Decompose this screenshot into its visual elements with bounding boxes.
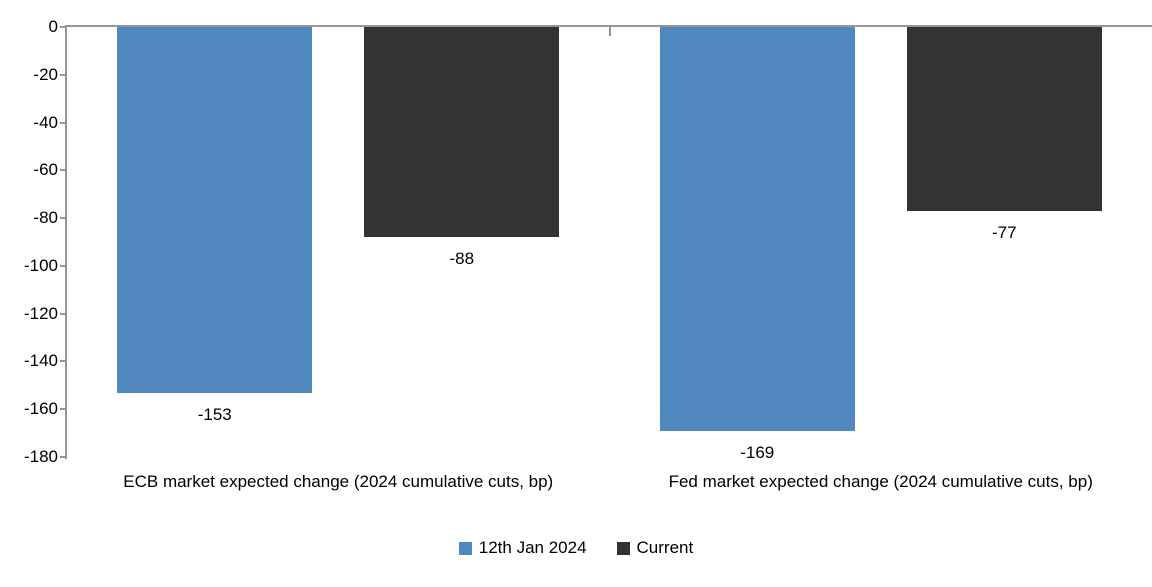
y-tick-mark: [60, 312, 67, 315]
y-tick-mark: [60, 408, 67, 411]
category-label: Fed market expected change (2024 cumulat…: [668, 472, 1093, 491]
bar-12th-jan-2024: [659, 27, 855, 431]
legend: 12th Jan 2024 Current: [0, 538, 1152, 558]
y-tick-label: -100: [23, 255, 58, 275]
y-tick-label: -20: [33, 64, 58, 84]
y-tick-label: -80: [33, 208, 58, 228]
y-tick-label: 0: [48, 17, 58, 36]
bar-12th-jan-2024: [117, 27, 313, 393]
bar-value-label: -77: [991, 222, 1017, 242]
legend-item: 12th Jan 2024: [458, 538, 587, 558]
legend-label: Current: [636, 538, 694, 557]
bar-current: [906, 27, 1102, 211]
legend-label: 12th Jan 2024: [478, 538, 587, 557]
y-tick-mark: [60, 121, 67, 124]
y-tick-mark: [60, 73, 67, 76]
y-tick-label: -120: [23, 303, 58, 323]
legend-swatch: [616, 541, 630, 555]
y-tick-label: -160: [23, 399, 58, 419]
bar-current: [364, 27, 560, 238]
y-tick-mark: [60, 169, 67, 172]
category-label: ECB market expected change (2024 cumulat…: [123, 472, 554, 491]
y-tick-mark: [60, 360, 67, 363]
y-tick-label: -60: [33, 160, 58, 180]
y-tick-mark: [60, 456, 67, 458]
bar-value-label: -153: [197, 404, 232, 424]
y-tick-label: -40: [33, 112, 58, 132]
legend-item: Current: [616, 538, 694, 558]
y-tick-mark: [60, 26, 67, 28]
bar-value-label: -169: [740, 442, 775, 462]
y-tick-label: -140: [23, 351, 58, 371]
zero-line: [65, 25, 1152, 27]
y-axis-line: [65, 27, 67, 459]
bar-value-label: -88: [449, 249, 475, 269]
y-tick-mark: [60, 264, 67, 267]
legend-swatch: [458, 541, 472, 555]
category-boundary-tick: [608, 27, 611, 36]
y-tick-label: -180: [23, 447, 58, 466]
y-tick-mark: [60, 217, 67, 220]
